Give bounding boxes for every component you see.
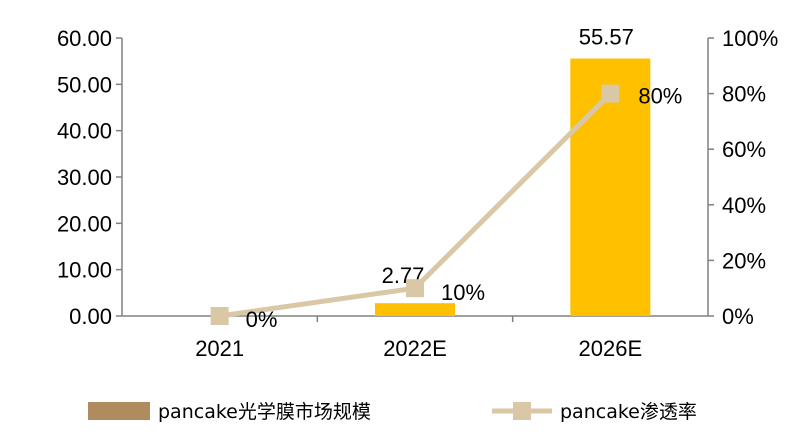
right-tick-label: 20% [722,248,766,273]
right-tick-label: 0% [722,304,754,329]
legend-swatch-box [88,402,150,420]
line-point [210,307,229,325]
left-tick-label: 30.00 [57,165,112,190]
line-point [406,279,424,298]
right-axis-ticks: 0% 20% 40% 60% 80% 100% [708,26,778,329]
left-tick-label: 10.00 [57,258,112,283]
x-tick-label: 2021 [195,336,244,361]
right-tick-label: 100% [722,26,778,51]
legend-label: pancake渗透率 [560,401,697,423]
right-tick-label: 40% [722,193,766,218]
left-tick-label: 0.00 [69,304,112,329]
left-tick-label: 50.00 [57,72,112,97]
legend-label: pancake光学膜市场规模 [158,401,371,423]
legend-swatch-marker [513,402,531,420]
left-tick-label: 60.00 [57,26,112,51]
line-data-label: 80% [638,84,682,109]
left-axis-ticks: 0.00 10.00 20.00 30.00 40.00 50.00 60.00 [57,26,122,329]
line-data-label: 0% [246,307,278,332]
left-tick-label: 20.00 [57,211,112,236]
x-tick-label: 2026E [579,336,643,361]
right-tick-label: 60% [722,137,766,162]
bar [375,303,455,316]
line-point [601,84,620,103]
legend: pancake光学膜市场规模 pancake渗透率 [88,401,697,423]
right-tick-label: 80% [722,82,766,107]
line-series: 0% 10% 80% [210,84,682,332]
category-labels: 2021 2022E 2026E [195,336,642,361]
x-tick-label: 2022E [383,336,447,361]
line-data-label: 10% [441,280,485,305]
bar-data-label: 55.57 [579,25,634,50]
left-tick-label: 40.00 [57,119,112,144]
